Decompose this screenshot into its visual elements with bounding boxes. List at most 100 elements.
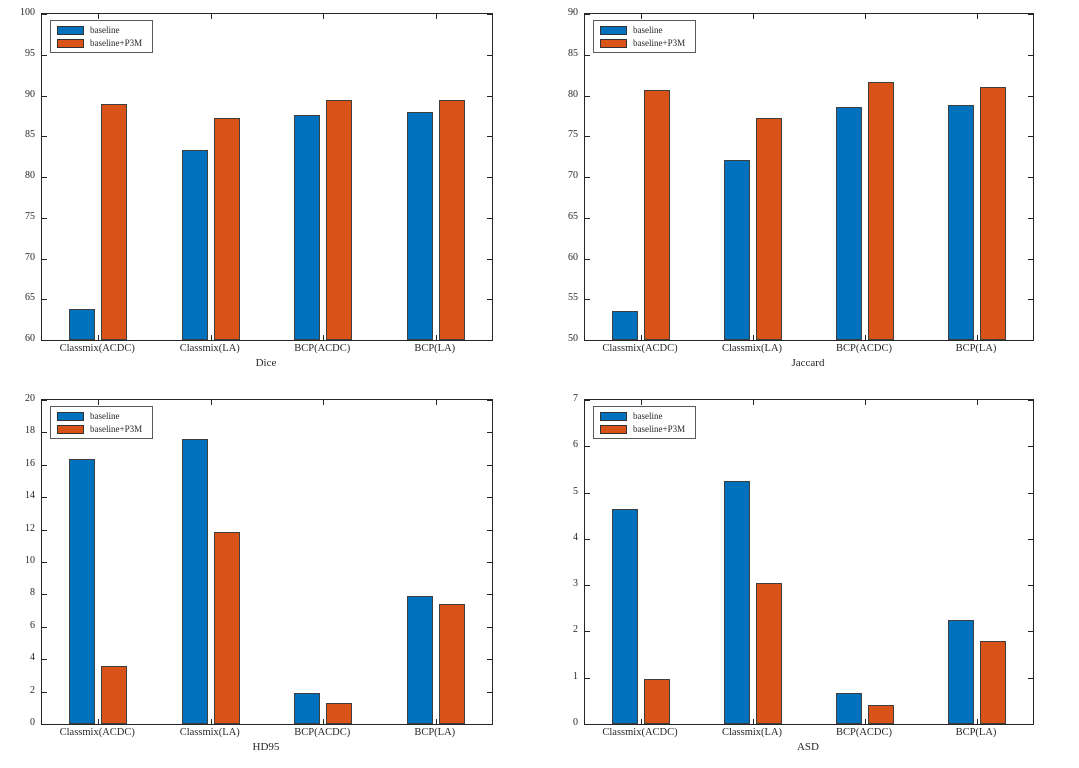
y-tick-label: 6 — [573, 439, 578, 451]
y-tick-label: 6 — [30, 619, 35, 631]
x-tick-mirror — [753, 14, 754, 19]
bar-baseline-p3m — [644, 679, 670, 724]
legend-label: baseline+P3M — [90, 424, 143, 434]
bar-baseline-p3m — [756, 583, 782, 724]
x-tick-mirror — [323, 14, 324, 19]
y-tick — [585, 493, 590, 494]
y-tick-mirror — [487, 218, 492, 219]
y-tick — [42, 177, 47, 178]
bar-baseline — [612, 509, 638, 724]
y-tick-mirror — [1028, 446, 1033, 447]
y-tick-label: 65 — [568, 210, 578, 222]
y-tick-label: 4 — [573, 531, 578, 543]
bar-baseline-p3m — [439, 100, 465, 340]
legend-label: baseline — [633, 411, 663, 421]
x-tick-mirror — [641, 400, 642, 405]
y-tick-label: 12 — [25, 522, 35, 534]
legend-label: baseline+P3M — [633, 38, 686, 48]
y-tick-label: 4 — [30, 652, 35, 664]
y-tick — [42, 55, 47, 56]
bar-baseline-p3m — [980, 641, 1006, 724]
x-tick-label: BCP(LA) — [414, 343, 456, 354]
legend-label: baseline — [90, 25, 120, 35]
bar-baseline-p3m — [214, 118, 240, 340]
y-tick — [585, 724, 590, 725]
legend: baseline baseline+P3M — [50, 20, 154, 53]
x-tick-mirror — [977, 14, 978, 19]
y-tick-label: 80 — [568, 88, 578, 100]
y-tick-mirror — [487, 136, 492, 137]
axes-asd: baseline baseline+P3M — [584, 399, 1034, 725]
y-tick — [585, 96, 590, 97]
legend-swatch-baseline-p3m — [600, 38, 627, 48]
y-tick-label: 1 — [573, 670, 578, 682]
bar-baseline-p3m — [868, 82, 894, 340]
legend-swatch-baseline-p3m — [57, 424, 84, 434]
x-tick — [865, 335, 866, 340]
x-tick — [977, 335, 978, 340]
y-tick-mirror — [487, 562, 492, 563]
y-tick — [42, 497, 47, 498]
y-tick — [42, 299, 47, 300]
x-tick-label: Classmix(LA) — [721, 343, 783, 354]
y-tick — [42, 14, 47, 15]
y-tick-label: 75 — [568, 129, 578, 141]
y-tick-label: 65 — [25, 292, 35, 304]
x-tick — [641, 335, 642, 340]
y-tick-mirror — [1028, 14, 1033, 15]
x-tick-mirror — [323, 400, 324, 405]
y-tick — [42, 340, 47, 341]
y-tick — [42, 659, 47, 660]
legend-item-baseline: baseline — [600, 25, 685, 35]
bar-baseline-p3m — [644, 90, 670, 340]
bar-baseline-p3m — [980, 87, 1006, 340]
y-tick-label: 2 — [573, 624, 578, 636]
y-tick-label: 55 — [568, 292, 578, 304]
x-tick-mirror — [211, 14, 212, 19]
y-tick-label: 10 — [25, 555, 35, 566]
y-tick-label: 60 — [568, 251, 578, 263]
x-tick — [977, 719, 978, 724]
y-tick — [42, 465, 47, 466]
x-tick-mirror — [98, 400, 99, 405]
y-tick — [585, 446, 590, 447]
x-tick-label: BCP(ACDC) — [835, 343, 892, 354]
y-tick-label: 70 — [25, 251, 35, 263]
bar-baseline — [948, 620, 974, 724]
y-tick-label: 2 — [30, 684, 35, 696]
y-tick-mirror — [487, 692, 492, 693]
legend-swatch-baseline — [600, 411, 627, 421]
x-tick — [323, 335, 324, 340]
bar-baseline-p3m — [868, 705, 894, 724]
x-tick-mirror — [641, 14, 642, 19]
y-tick-mirror — [1028, 177, 1033, 178]
y-tick — [585, 136, 590, 137]
y-tick-mirror — [1028, 218, 1033, 219]
x-tick-label: BCP(LA) — [955, 343, 997, 354]
y-tick-mirror — [487, 594, 492, 595]
x-tick-label: Classmix(ACDC) — [602, 343, 678, 354]
bar-baseline — [724, 481, 750, 724]
y-tick — [585, 340, 590, 341]
y-tick-label: 5 — [573, 485, 578, 497]
y-tick-mirror — [487, 465, 492, 466]
y-tick-label: 85 — [568, 47, 578, 59]
x-tick — [753, 719, 754, 724]
y-tick-label: 90 — [568, 7, 578, 18]
x-tick-label: BCP(LA) — [414, 727, 456, 738]
x-tick — [753, 335, 754, 340]
x-tick — [436, 719, 437, 724]
y-tick — [42, 724, 47, 725]
bar-baseline-p3m — [101, 104, 127, 340]
x-tick-label: BCP(ACDC) — [294, 727, 351, 738]
legend-item-baseline-p3m: baseline+P3M — [57, 38, 142, 48]
x-tick — [436, 335, 437, 340]
axes-jaccard: baseline baseline+P3M — [584, 13, 1034, 341]
x-axis-label-dice: Dice — [255, 357, 277, 369]
bar-baseline — [407, 112, 433, 340]
y-tick-label: 80 — [25, 170, 35, 181]
x-axis-label-jaccard: Jaccard — [791, 357, 825, 369]
y-tick — [42, 259, 47, 260]
legend: baseline baseline+P3M — [50, 406, 154, 439]
y-tick-label: 0 — [30, 717, 35, 728]
